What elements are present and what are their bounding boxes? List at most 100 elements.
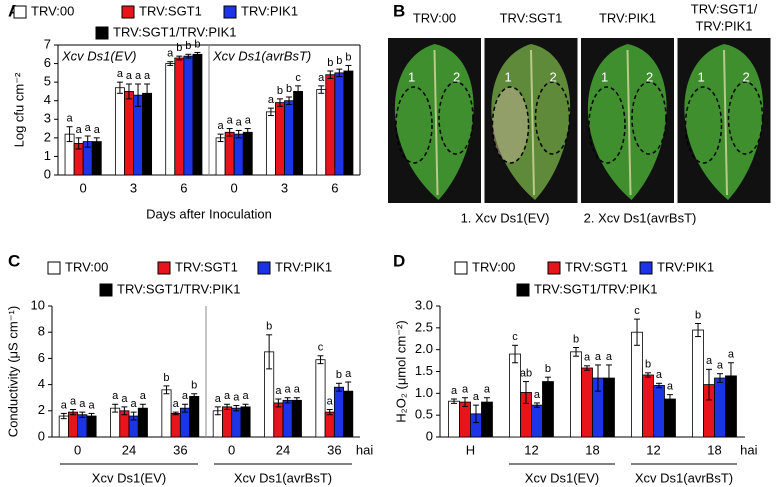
column-title: TRV:00 <box>413 10 456 25</box>
infiltration-zone <box>727 81 764 155</box>
bar <box>189 395 200 438</box>
bar <box>481 401 493 438</box>
bar <box>58 415 69 438</box>
y-tick-label: 7 <box>44 36 51 51</box>
bar <box>275 102 285 176</box>
bar <box>183 55 194 176</box>
significance-letter: c <box>512 331 518 343</box>
bar <box>343 70 354 176</box>
x-tick-label: 36 <box>327 442 341 457</box>
significance-letter: a <box>126 70 133 82</box>
significance-letter: b <box>545 363 551 375</box>
x-tick-label: 0 <box>231 180 238 195</box>
significance-letter: ab <box>520 367 532 379</box>
midrib <box>433 49 439 196</box>
significance-letter: a <box>484 384 491 396</box>
bar <box>664 398 676 438</box>
y-tick-label: 2 <box>44 129 51 144</box>
significance-letter: a <box>182 390 189 402</box>
x-tick-label: 12 <box>646 442 660 457</box>
legend-label: TRV:SGT1 <box>565 259 628 274</box>
significance-letter: a <box>67 113 74 125</box>
legend-swatch <box>99 283 113 297</box>
significance-letter: a <box>88 399 95 411</box>
significance-letter: a <box>121 393 128 405</box>
significance-letter: a <box>534 389 541 401</box>
bar <box>174 57 185 176</box>
x-tick-label: 0 <box>80 180 87 195</box>
y-tick-label: 2.5 <box>415 319 433 334</box>
region-label: 2 <box>743 69 750 84</box>
region-label: 2 <box>453 69 460 84</box>
bar <box>231 407 242 438</box>
significance-letter: b <box>336 369 342 381</box>
significance-letter: a <box>667 381 674 393</box>
y-tick-label: 2 <box>38 402 45 417</box>
significance-letter: a <box>236 116 243 128</box>
x-tick-label: 6 <box>180 180 187 195</box>
y-tick-label: 0 <box>426 428 433 443</box>
significance-letter: a <box>70 395 77 407</box>
bar <box>273 402 284 438</box>
midrib <box>723 49 728 196</box>
significance-letter: a <box>584 352 591 364</box>
bar <box>509 353 521 438</box>
y-tick-label: 6 <box>38 350 45 365</box>
x-axis-label: Days after Inoculation <box>146 206 272 221</box>
significance-letter: a <box>656 369 663 381</box>
bar <box>142 92 153 176</box>
legend-label: TRV:00 <box>31 3 74 18</box>
infiltration-zone <box>438 81 474 155</box>
group-title: Xcv Ds1(avrBsT) <box>212 48 311 63</box>
y-tick-label: 1 <box>44 148 51 163</box>
bar <box>124 91 134 176</box>
legend-swatch <box>47 261 61 275</box>
significance-letter: b <box>194 38 200 50</box>
significance-letter: a <box>451 385 458 397</box>
significance-letter: a <box>462 384 469 396</box>
significance-letter: b <box>163 372 169 384</box>
bar <box>315 359 326 438</box>
bar <box>542 381 554 438</box>
group-title: Xcv Ds1(EV) <box>525 470 599 485</box>
bar <box>581 367 593 438</box>
legend-swatch <box>257 261 271 275</box>
significance-letter: a <box>224 390 231 402</box>
infiltration-zone <box>491 86 530 164</box>
significance-letter: a <box>140 390 147 402</box>
y-tick-label: 3.0 <box>415 297 433 312</box>
x-tick-label: 24 <box>122 442 136 457</box>
midrib <box>530 49 535 196</box>
bar <box>631 331 643 438</box>
legend-swatch <box>13 5 27 19</box>
significance-letter: a <box>717 360 724 372</box>
significance-letter: a <box>294 384 301 396</box>
panel-label: D <box>393 251 405 270</box>
legend-label: TRV:SGT1/TRV:PIK1 <box>117 281 241 296</box>
significance-letter: a <box>79 398 86 410</box>
region-label: 1 <box>408 69 415 84</box>
y-tick-label: 1.0 <box>415 385 433 400</box>
bar <box>233 133 244 176</box>
significance-letter: c <box>318 342 324 354</box>
bar <box>531 404 543 438</box>
significance-letter: a <box>285 384 292 396</box>
region-label: 1 <box>601 69 608 84</box>
bar <box>325 74 336 176</box>
significance-letter: c <box>634 305 640 317</box>
unit-label: hai <box>356 442 373 457</box>
y-tick-label: 4 <box>38 376 45 391</box>
significance-letter: b <box>645 359 651 371</box>
significance-letter: a <box>728 349 735 361</box>
significance-letter: a <box>473 391 480 403</box>
legend-label: TRV:SGT1/TRV:PIK1 <box>113 24 237 39</box>
legend-label: TRV:00 <box>65 259 108 274</box>
bar <box>265 111 276 176</box>
significance-letter: b <box>277 85 283 97</box>
y-axis-label: H₂O₂ (μmol cm⁻²) <box>393 320 408 422</box>
significance-letter: b <box>345 51 351 63</box>
infiltration-zone <box>684 86 723 164</box>
significance-letter: a <box>218 120 225 132</box>
column-title: TRV:SGT1 <box>500 10 563 25</box>
bar <box>282 399 293 438</box>
